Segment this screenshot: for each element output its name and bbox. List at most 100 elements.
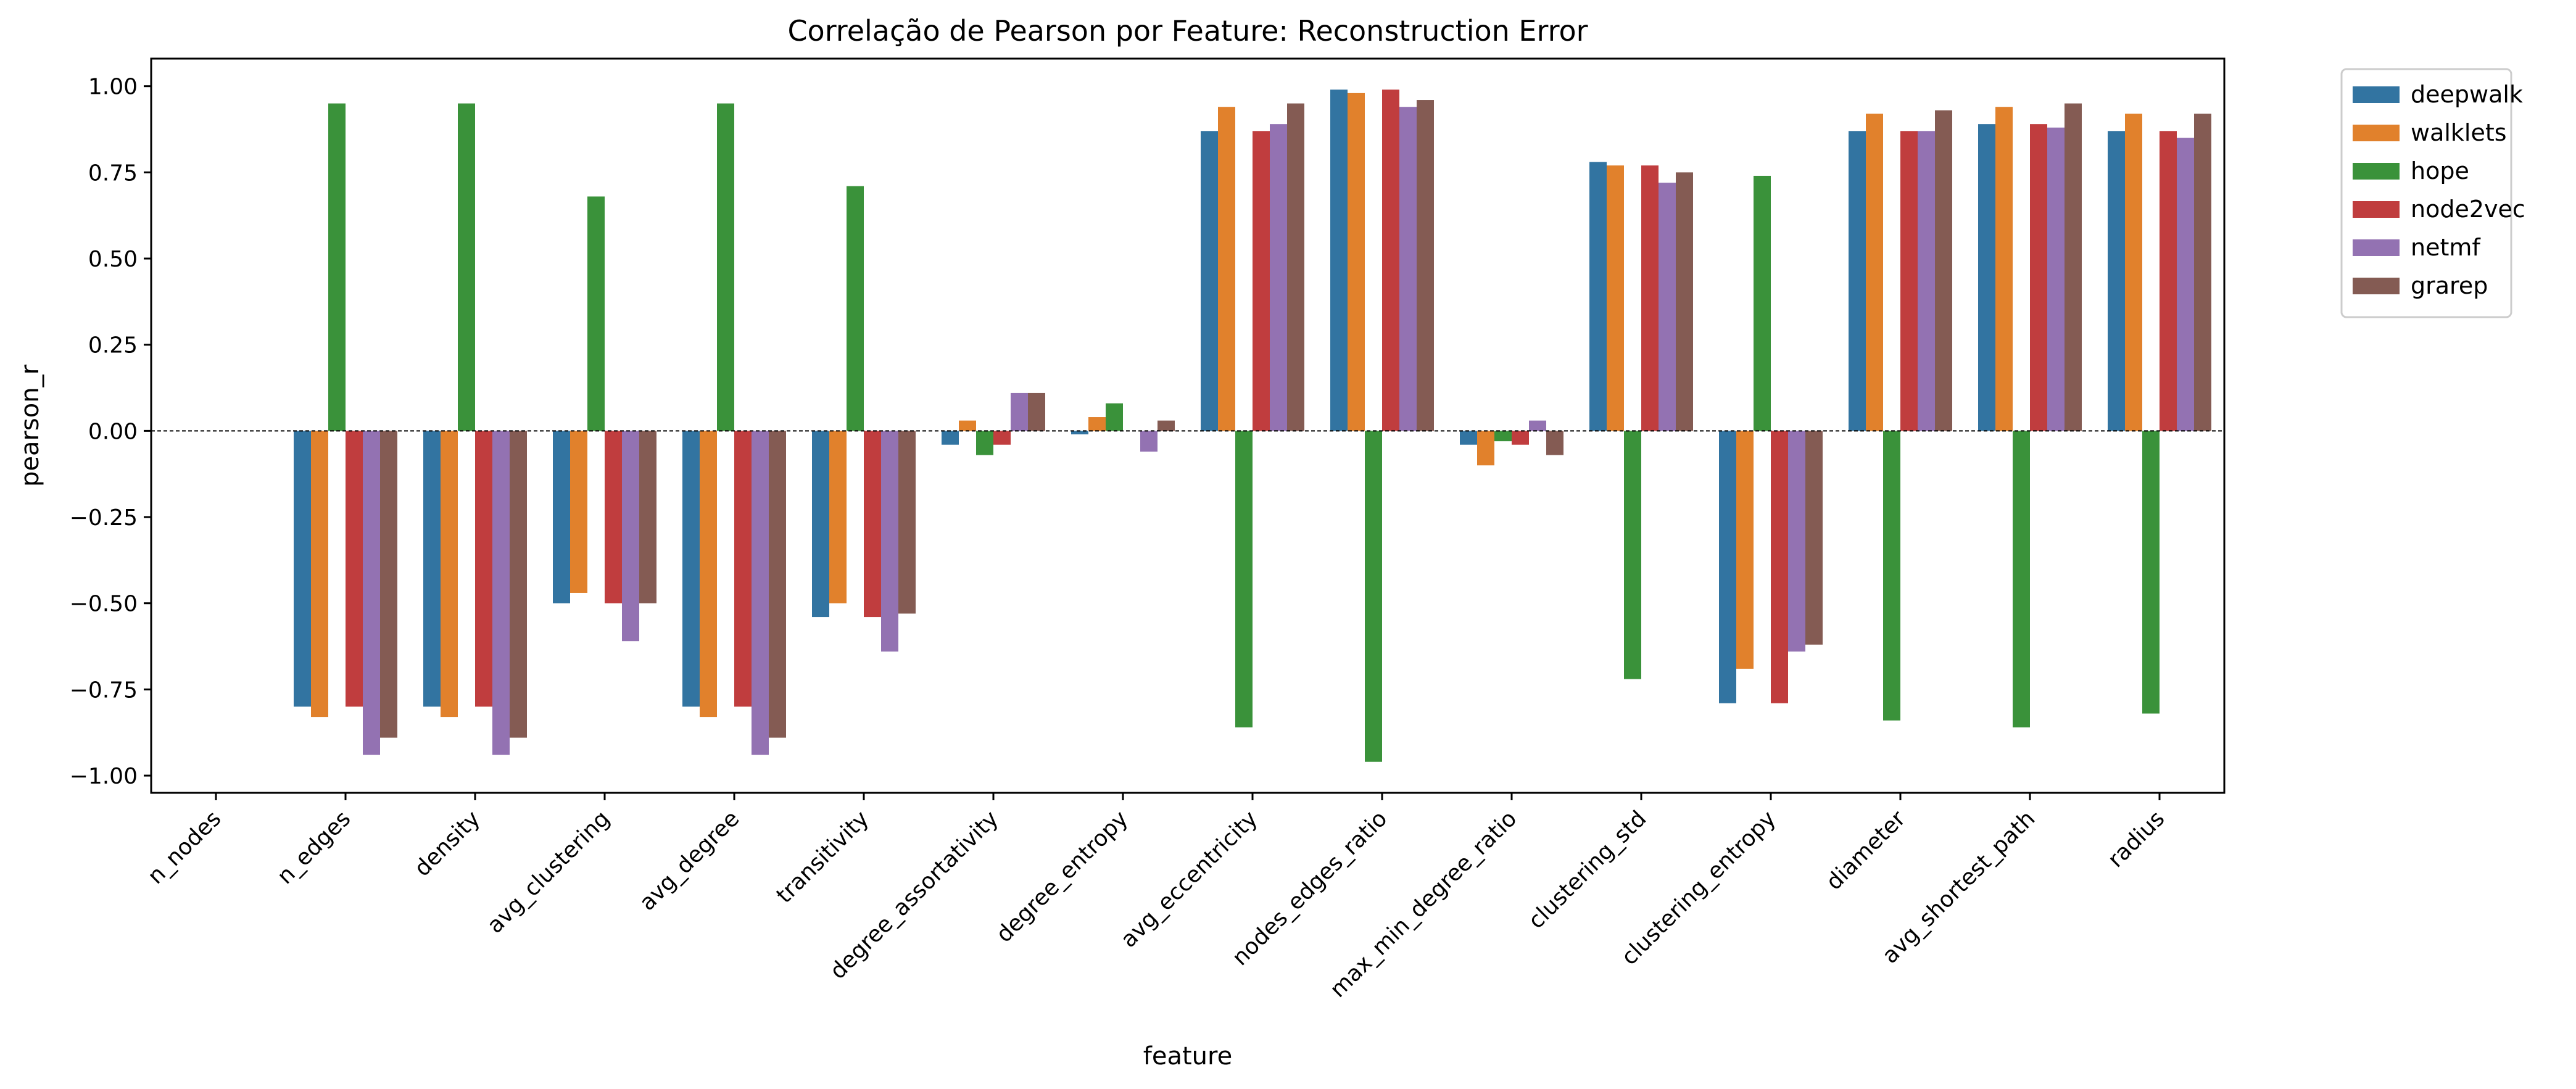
bar-netmf-clustering_std: [1659, 183, 1676, 431]
bar-node2vec-avg_degree: [734, 431, 752, 707]
y-tick-label: 1.00: [88, 75, 138, 100]
bar-grarep-degree_assortativity: [1028, 392, 1045, 431]
bar-deepwalk-clustering_entropy: [1719, 431, 1736, 703]
bar-grarep-transitivity: [898, 431, 916, 614]
legend-swatch-hope: [2353, 163, 2400, 180]
y-tick-label: 0.50: [88, 247, 138, 272]
legend-swatch-walklets: [2353, 125, 2400, 141]
bar-deepwalk-n_edges: [294, 431, 311, 707]
bar-walklets-diameter: [1866, 114, 1883, 431]
bar-netmf-max_min_degree_ratio: [1529, 420, 1546, 431]
bar-netmf-avg_shortest_path: [2047, 127, 2065, 431]
y-tick-label: 0.75: [88, 160, 138, 186]
bar-node2vec-diameter: [1900, 131, 1918, 431]
bar-grarep-n_edges: [380, 431, 397, 738]
bar-hope-avg_shortest_path: [2013, 431, 2030, 727]
bar-deepwalk-avg_degree: [682, 431, 700, 707]
bar-grarep-degree_entropy: [1158, 420, 1175, 431]
bar-hope-transitivity: [847, 186, 864, 431]
bar-hope-avg_degree: [717, 103, 734, 431]
bar-node2vec-density: [475, 431, 492, 707]
y-tick-label: −1.00: [70, 764, 138, 789]
x-axis-label: feature: [1143, 1042, 1232, 1070]
bar-walklets-degree_assortativity: [959, 420, 976, 431]
plot-frame: [150, 57, 2226, 794]
legend-swatch-deepwalk: [2353, 86, 2400, 103]
legend-label-netmf: netmf: [2411, 234, 2481, 261]
bar-netmf-degree_assortativity: [1011, 392, 1028, 431]
bar-walklets-transitivity: [829, 431, 847, 603]
y-tick-label: −0.25: [70, 505, 138, 531]
legend-swatch-grarep: [2353, 278, 2400, 294]
bar-netmf-avg_degree: [752, 431, 769, 755]
bar-walklets-radius: [2125, 114, 2142, 431]
bar-walklets-density: [441, 431, 458, 718]
bar-walklets-max_min_degree_ratio: [1477, 431, 1494, 466]
bar-walklets-nodes_edges_ratio: [1348, 93, 1365, 431]
bar-netmf-n_edges: [363, 431, 380, 755]
bar-netmf-nodes_edges_ratio: [1399, 107, 1417, 431]
bar-grarep-clustering_std: [1676, 172, 1693, 431]
bar-deepwalk-degree_assortativity: [942, 431, 959, 445]
bar-hope-diameter: [1883, 431, 1900, 721]
legend-label-node2vec: node2vec: [2411, 196, 2525, 223]
bar-hope-avg_eccentricity: [1235, 431, 1253, 727]
bar-walklets-avg_clustering: [570, 431, 587, 593]
bar-hope-n_edges: [328, 103, 346, 431]
bar-netmf-transitivity: [881, 431, 898, 652]
bar-walklets-avg_degree: [700, 431, 717, 718]
bar-node2vec-nodes_edges_ratio: [1382, 89, 1399, 431]
bar-node2vec-avg_shortest_path: [2030, 124, 2047, 431]
legend-label-deepwalk: deepwalk: [2411, 81, 2523, 108]
bar-grarep-clustering_entropy: [1805, 431, 1823, 645]
bar-hope-clustering_entropy: [1754, 175, 1771, 431]
bar-netmf-radius: [2177, 138, 2194, 431]
bar-grarep-diameter: [1935, 110, 1952, 431]
bar-node2vec-radius: [2160, 131, 2177, 431]
chart-title: Correlação de Pearson por Feature: Recon…: [787, 14, 1588, 48]
bar-grarep-avg_eccentricity: [1287, 103, 1304, 431]
bar-deepwalk-radius: [2108, 131, 2125, 431]
y-tick-label: −0.75: [70, 677, 138, 703]
legend-swatch-node2vec: [2353, 201, 2400, 218]
bar-walklets-n_edges: [311, 431, 328, 718]
bar-deepwalk-density: [423, 431, 441, 707]
bar-walklets-clustering_entropy: [1736, 431, 1754, 669]
bar-deepwalk-avg_clustering: [553, 431, 570, 603]
legend-label-grarep: grarep: [2411, 272, 2488, 299]
bar-node2vec-avg_clustering: [605, 431, 622, 603]
bar-grarep-density: [510, 431, 527, 738]
bar-deepwalk-transitivity: [812, 431, 829, 618]
y-tick-label: 0.00: [88, 419, 138, 444]
legend-label-walklets: walklets: [2411, 119, 2507, 146]
bar-deepwalk-avg_shortest_path: [1978, 124, 1995, 431]
bar-walklets-avg_shortest_path: [1995, 107, 2013, 431]
bar-hope-clustering_std: [1624, 431, 1641, 679]
bar-node2vec-clustering_entropy: [1771, 431, 1788, 703]
bar-hope-degree_entropy: [1106, 403, 1123, 431]
bar-hope-degree_assortativity: [976, 431, 993, 455]
bar-walklets-clustering_std: [1607, 165, 1624, 431]
bar-netmf-diameter: [1918, 131, 1935, 431]
bar-grarep-max_min_degree_ratio: [1546, 431, 1563, 455]
bar-node2vec-avg_eccentricity: [1253, 131, 1270, 431]
bar-netmf-clustering_entropy: [1788, 431, 1805, 652]
legend-swatch-netmf: [2353, 239, 2400, 256]
bar-deepwalk-clustering_std: [1589, 162, 1607, 431]
bar-node2vec-clustering_std: [1641, 165, 1659, 431]
bar-netmf-avg_eccentricity: [1270, 124, 1287, 431]
bar-netmf-degree_entropy: [1140, 431, 1158, 452]
legend-label-hope: hope: [2411, 157, 2469, 184]
bar-grarep-avg_shortest_path: [2065, 103, 2082, 431]
bars-layer: [294, 89, 2211, 762]
bar-deepwalk-max_min_degree_ratio: [1460, 431, 1477, 445]
bar-grarep-nodes_edges_ratio: [1417, 100, 1434, 431]
bar-deepwalk-avg_eccentricity: [1201, 131, 1218, 431]
bar-node2vec-n_edges: [346, 431, 363, 707]
bar-node2vec-transitivity: [864, 431, 881, 618]
bar-grarep-radius: [2194, 114, 2211, 431]
legend: deepwalk walklets hope node2vec netmf grarep: [2340, 68, 2525, 318]
bar-grarep-avg_degree: [769, 431, 786, 738]
y-tick-label: 0.25: [88, 333, 138, 358]
bar-netmf-avg_clustering: [622, 431, 639, 642]
